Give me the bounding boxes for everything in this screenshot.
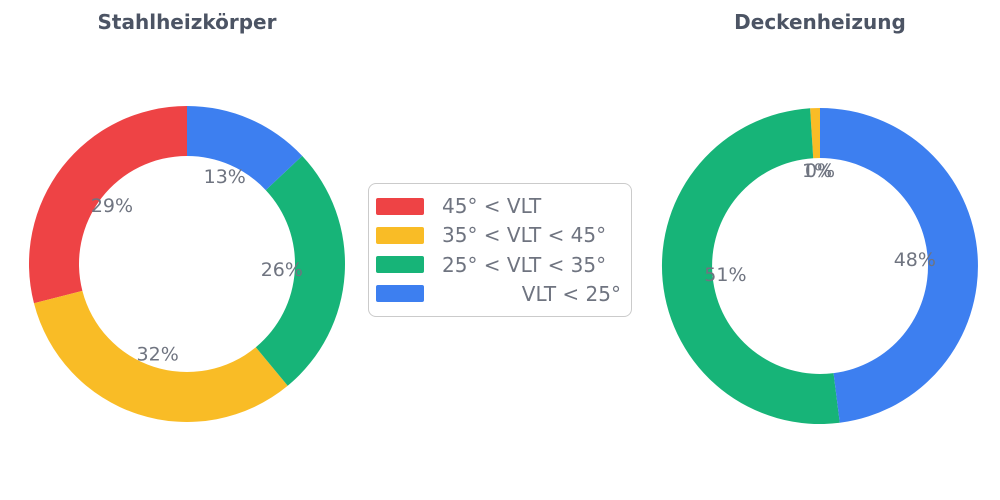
percent-label: 13% bbox=[204, 166, 246, 188]
donut-segment bbox=[28, 106, 187, 304]
percent-label: 0% bbox=[805, 160, 835, 182]
percent-label: 26% bbox=[261, 259, 303, 281]
chart-title-deckenheizung: Deckenheizung bbox=[734, 10, 906, 34]
donut-segment bbox=[820, 108, 978, 423]
percent-label: 32% bbox=[137, 343, 179, 365]
legend-item-45-lt-vlt: 45° < VLT bbox=[376, 193, 621, 219]
percent-label: 51% bbox=[704, 264, 746, 286]
donut-segment bbox=[255, 155, 346, 386]
red-swatch-icon bbox=[376, 197, 424, 215]
legend-item-vlt-lt-25: VLT < 25° bbox=[376, 281, 621, 307]
percent-label: 1% bbox=[802, 160, 832, 182]
donut-chart-stahlheizkoerper: 29% 32% 26% 13% bbox=[28, 106, 346, 422]
yellow-swatch-icon bbox=[376, 226, 424, 244]
blue-swatch-icon bbox=[376, 285, 424, 303]
percent-label: 29% bbox=[91, 195, 133, 217]
donut-chart-deckenheizung: 0%1% 51% 48% bbox=[661, 108, 978, 425]
legend-item-35-45: 35° < VLT < 45° bbox=[376, 222, 621, 248]
chart-title-stahlheizkoerper: Stahlheizkörper bbox=[97, 10, 277, 34]
percent-label: 48% bbox=[894, 249, 936, 271]
legend-label: 45° < VLT bbox=[442, 194, 542, 218]
legend-label: 25° < VLT < 35° bbox=[442, 252, 607, 277]
green-swatch-icon bbox=[376, 256, 424, 274]
donut-segment bbox=[33, 290, 288, 422]
legend: 45° < VLT 35° < VLT < 45° 25° < VLT < 35… bbox=[368, 183, 632, 317]
donut-segment bbox=[187, 106, 303, 191]
legend-item-25-35: 25° < VLT < 35° bbox=[376, 252, 621, 278]
donut-segment bbox=[810, 108, 820, 159]
legend-label: VLT < 25° bbox=[521, 281, 621, 306]
donut-segment bbox=[661, 108, 840, 425]
legend-label: 35° < VLT < 45° bbox=[442, 223, 607, 248]
